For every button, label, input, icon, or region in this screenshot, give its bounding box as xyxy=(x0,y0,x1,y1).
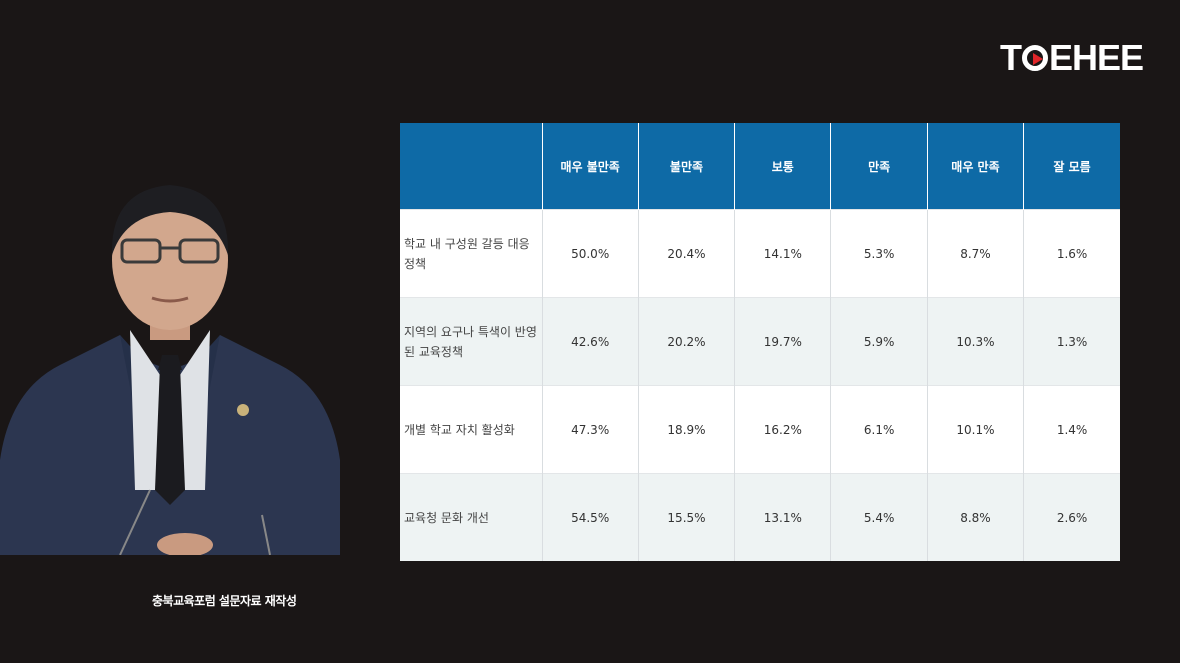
table-cell: 5.9% xyxy=(830,297,928,386)
row-label: 지역의 요구나 특색이 반영된 교육정책 xyxy=(400,297,543,386)
survey-results-table: 매우 불만족 불만족 보통 만족 매우 만족 잘 모름 학교 내 구성원 갈등 … xyxy=(400,123,1120,561)
header-satisfied: 만족 xyxy=(830,123,928,210)
row-label: 교육청 문화 개선 xyxy=(400,473,543,561)
speaker-photo xyxy=(0,185,340,555)
table-cell: 14.1% xyxy=(734,209,832,298)
play-icon xyxy=(1022,45,1048,71)
table-cell: 1.4% xyxy=(1023,385,1120,474)
table-row: 교육청 문화 개선 54.5% 15.5% 13.1% 5.4% 8.8% 2.… xyxy=(400,473,1120,561)
table-cell: 10.1% xyxy=(927,385,1025,474)
table-cell: 16.2% xyxy=(734,385,832,474)
header-cell-empty xyxy=(400,123,543,210)
header-very-satisfied: 매우 만족 xyxy=(927,123,1025,210)
table-cell: 18.9% xyxy=(638,385,736,474)
taehee-logo: T EHEE xyxy=(1000,37,1144,78)
header-neutral: 보통 xyxy=(734,123,832,210)
table-cell: 20.2% xyxy=(638,297,736,386)
table-cell: 47.3% xyxy=(542,385,639,474)
logo-text-start: T xyxy=(1000,37,1022,78)
table-cell: 20.4% xyxy=(638,209,736,298)
table-cell: 42.6% xyxy=(542,297,639,386)
table-cell: 1.3% xyxy=(1023,297,1120,386)
source-caption: 충북교육포럼 설문자료 재작성 xyxy=(152,594,297,608)
table-row: 개별 학교 자치 활성화 47.3% 18.9% 16.2% 6.1% 10.1… xyxy=(400,385,1120,474)
table-cell: 5.4% xyxy=(830,473,928,561)
row-label: 학교 내 구성원 갈등 대응 정책 xyxy=(400,209,543,298)
table-cell: 50.0% xyxy=(542,209,639,298)
table-cell: 19.7% xyxy=(734,297,832,386)
table-cell: 8.8% xyxy=(927,473,1025,561)
logo-text-end: EHEE xyxy=(1049,37,1144,78)
table-cell: 54.5% xyxy=(542,473,639,561)
header-dont-know: 잘 모름 xyxy=(1023,123,1120,210)
table-cell: 13.1% xyxy=(734,473,832,561)
table-cell: 5.3% xyxy=(830,209,928,298)
table-row: 지역의 요구나 특색이 반영된 교육정책 42.6% 20.2% 19.7% 5… xyxy=(400,297,1120,386)
header-very-dissatisfied: 매우 불만족 xyxy=(542,123,639,210)
table-cell: 10.3% xyxy=(927,297,1025,386)
table-cell: 2.6% xyxy=(1023,473,1120,561)
table-cell: 1.6% xyxy=(1023,209,1120,298)
table-cell: 6.1% xyxy=(830,385,928,474)
header-dissatisfied: 불만족 xyxy=(638,123,736,210)
row-label: 개별 학교 자치 활성화 xyxy=(400,385,543,474)
table-row: 학교 내 구성원 갈등 대응 정책 50.0% 20.4% 14.1% 5.3%… xyxy=(400,209,1120,298)
table-cell: 15.5% xyxy=(638,473,736,561)
table-header-row: 매우 불만족 불만족 보통 만족 매우 만족 잘 모름 xyxy=(400,123,1120,210)
table-cell: 8.7% xyxy=(927,209,1025,298)
